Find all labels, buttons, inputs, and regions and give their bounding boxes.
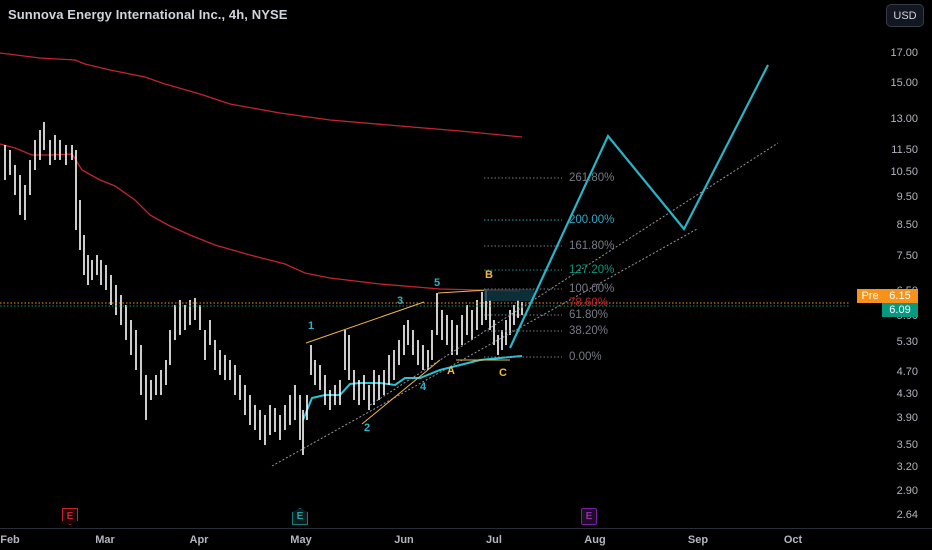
price-tick: 4.70 bbox=[896, 366, 918, 378]
currency-button[interactable]: USD bbox=[886, 4, 924, 27]
time-tick: Sep bbox=[687, 534, 709, 546]
fib-range-box bbox=[484, 289, 534, 301]
fib-label: 161.80% bbox=[569, 240, 615, 252]
earnings-marker-icon[interactable]: E bbox=[581, 508, 597, 525]
time-tick: Jul bbox=[486, 534, 502, 546]
ma-medium-line bbox=[0, 143, 521, 292]
wave-label-5: 5 bbox=[433, 277, 441, 289]
price-tick: 11.50 bbox=[891, 144, 918, 156]
price-tick: 17.00 bbox=[890, 47, 918, 59]
time-axis-divider bbox=[0, 528, 932, 529]
channel-lower-line bbox=[271, 228, 698, 467]
earnings-marker-icon[interactable]: E bbox=[292, 508, 308, 525]
candlesticks bbox=[4, 122, 523, 455]
price-tick: 3.20 bbox=[896, 461, 918, 473]
time-tick: Oct bbox=[783, 534, 803, 546]
fib-label: 261.80% bbox=[569, 172, 615, 184]
chart-title: Sunnova Energy International Inc., 4h, N… bbox=[8, 7, 288, 22]
pre-market-price: 6.15 bbox=[882, 289, 918, 303]
fib-label: 127.20% bbox=[569, 264, 615, 276]
earnings-marker-icon[interactable]: E bbox=[62, 508, 78, 525]
price-tick: 2.90 bbox=[896, 485, 918, 497]
fib-label: 38.20% bbox=[569, 325, 609, 337]
price-chart[interactable] bbox=[0, 0, 850, 528]
price-tick: 15.00 bbox=[890, 77, 918, 89]
price-tick: 10.50 bbox=[890, 166, 918, 178]
wave-2-4-line bbox=[361, 359, 441, 425]
time-tick: Mar bbox=[95, 534, 115, 546]
wave-label-2: 2 bbox=[363, 422, 371, 434]
price-tick: 8.50 bbox=[896, 219, 918, 231]
wave-label-3: 3 bbox=[396, 295, 404, 307]
wave-label-b: B bbox=[485, 269, 493, 281]
time-tick: Aug bbox=[584, 534, 606, 546]
pre-market-badge: Pre bbox=[857, 289, 883, 303]
wave-label-1: 1 bbox=[307, 320, 315, 332]
price-tick: 9.50 bbox=[896, 191, 918, 203]
fib-lines bbox=[484, 177, 562, 358]
fib-label: 0.00% bbox=[569, 351, 602, 363]
time-tick: Feb bbox=[0, 534, 20, 546]
wave-label-a: A bbox=[447, 365, 455, 377]
last-price: 6.09 bbox=[882, 303, 918, 317]
fib-label: 61.80% bbox=[569, 309, 609, 321]
price-tick: 13.00 bbox=[890, 113, 918, 125]
wave-label-4: 4 bbox=[419, 381, 427, 393]
price-tick: 7.50 bbox=[896, 250, 918, 262]
price-tick: 4.30 bbox=[896, 388, 918, 400]
time-tick: Apr bbox=[189, 534, 209, 546]
price-tick: 3.50 bbox=[896, 439, 918, 451]
price-tick: 2.64 bbox=[896, 509, 918, 521]
ma-long-line bbox=[0, 52, 523, 138]
wave-label-c: C bbox=[499, 367, 507, 379]
price-tick: 3.90 bbox=[896, 412, 918, 424]
time-tick: May bbox=[290, 534, 312, 546]
wave-1-3-line bbox=[305, 301, 425, 344]
time-tick: Jun bbox=[394, 534, 414, 546]
projection-path bbox=[509, 64, 769, 349]
fib-label: 200.00% bbox=[569, 214, 615, 226]
wave-5-b-line bbox=[437, 289, 489, 294]
fib-label: 100.00% bbox=[569, 283, 615, 295]
price-tick: 5.30 bbox=[896, 336, 918, 348]
fib-label: 78.60% bbox=[569, 297, 609, 309]
